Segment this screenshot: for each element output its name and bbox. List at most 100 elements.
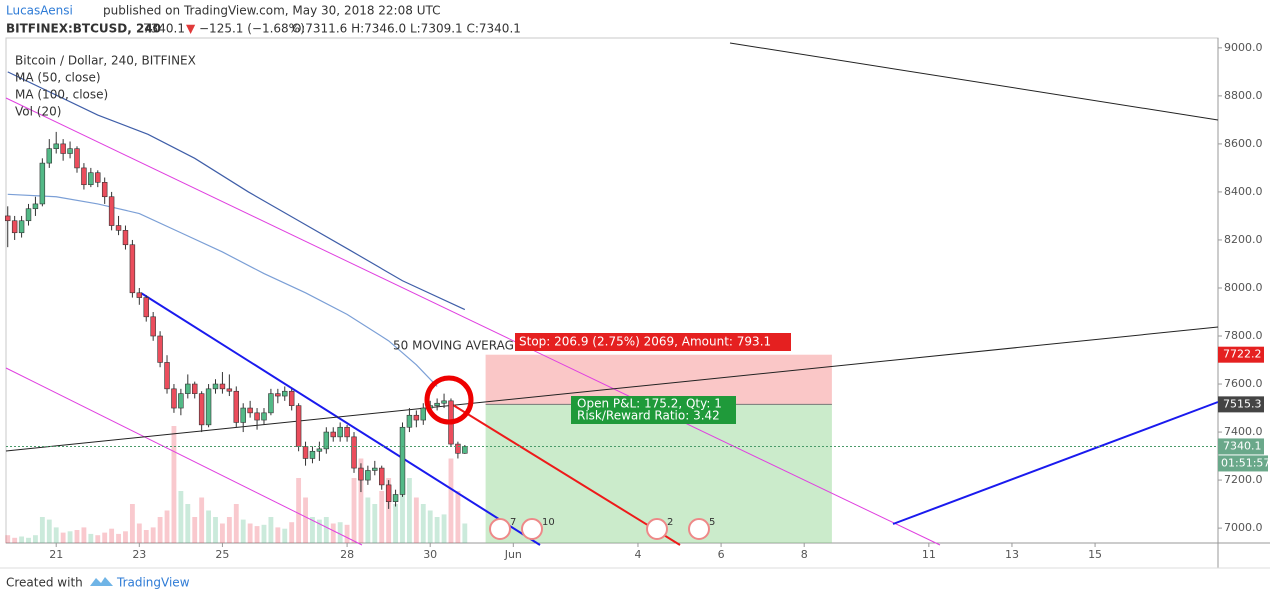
trend-line — [452, 404, 681, 546]
volume-bar — [46, 519, 52, 543]
candle-body — [309, 450, 316, 459]
x-tick-label: 21 — [49, 548, 63, 561]
candle-body — [247, 407, 253, 414]
candle-body — [365, 470, 371, 481]
volume-bar — [372, 504, 378, 543]
moving-average — [7, 193, 438, 387]
volume-bar — [261, 524, 267, 543]
x-tick-label: 4 — [634, 548, 641, 561]
volume-bar — [81, 527, 87, 543]
candle-body — [351, 436, 357, 469]
volume-bar — [26, 537, 31, 543]
candle-body — [108, 196, 115, 226]
candle-body — [32, 203, 39, 210]
candle-body — [420, 407, 426, 421]
volume-bar — [303, 497, 308, 543]
candle-body — [344, 426, 350, 438]
candle-body — [441, 400, 447, 404]
volume-bar — [434, 517, 440, 543]
candle-body — [88, 172, 94, 186]
volume-bar — [386, 478, 392, 543]
volume-bar — [12, 537, 18, 543]
candle-body — [240, 407, 246, 423]
candle-body — [282, 390, 288, 397]
trend-line — [729, 42, 1219, 121]
volume-bar — [351, 478, 357, 543]
candle-body — [219, 383, 226, 390]
candle-body — [316, 448, 323, 452]
candle-body — [288, 390, 295, 406]
volume-bar — [199, 497, 205, 543]
volume-bar — [427, 510, 433, 543]
stop-label: Stop: 206.9 (2.75%) 2069, Amount: 793.1 — [519, 335, 771, 349]
trend-line — [892, 401, 1219, 525]
candle-body — [399, 426, 406, 495]
author[interactable]: LucasAensi — [6, 4, 73, 18]
volume-bar — [33, 535, 38, 543]
candle-body — [11, 220, 18, 234]
candle-body — [455, 443, 461, 454]
stop-price-bg — [1218, 346, 1264, 363]
candle-body — [198, 393, 205, 426]
candle-body — [115, 225, 122, 231]
volume-bar — [74, 530, 80, 543]
candle-body — [254, 412, 260, 421]
indicator-label: Vol (20) — [15, 105, 61, 119]
volume-bar — [365, 497, 371, 543]
volume-bar — [157, 517, 163, 543]
trend-line — [140, 292, 541, 546]
volume-bar — [247, 523, 253, 543]
x-tick-label: 25 — [215, 548, 229, 561]
candle-body — [295, 405, 302, 447]
candle-body — [129, 244, 136, 294]
candle-body — [95, 172, 101, 183]
event-badge — [489, 518, 511, 540]
candle-body — [18, 220, 25, 234]
y-tick-label: 8600.0 — [1224, 137, 1263, 150]
volume-bar — [123, 531, 128, 543]
footer-brand[interactable]: TradingView — [116, 576, 190, 590]
candle-body — [74, 148, 80, 169]
volume-bar — [393, 504, 398, 543]
last-price-bg — [1218, 438, 1264, 455]
volume-bar — [448, 458, 454, 543]
volume-bar — [379, 491, 385, 543]
candle-body — [233, 390, 240, 423]
stop-price: 7722.2 — [1223, 348, 1262, 361]
y-tick-label: 8400.0 — [1224, 185, 1263, 198]
change-arrow: ▼ — [186, 22, 196, 36]
pnl-label: Open P&L: 175.2, Qty: 1 — [577, 397, 722, 411]
event-badge — [688, 518, 710, 540]
volume-bar — [171, 426, 177, 543]
volume-bar — [413, 497, 419, 543]
ohlc: O:7311.6 H:7346.0 L:7309.1 C:7340.1 — [292, 22, 521, 36]
x-tick-label: 11 — [922, 548, 936, 561]
candle-body — [378, 467, 385, 486]
volume-bar — [344, 524, 350, 543]
candle-body — [122, 230, 129, 246]
volume-bar — [406, 478, 412, 543]
trend-line — [5, 367, 363, 546]
volume-bar — [420, 504, 426, 543]
volume-bar — [233, 504, 239, 543]
volume-bar — [150, 527, 156, 543]
volume-bar — [185, 504, 191, 543]
candle-body — [212, 383, 219, 390]
countdown: 01:51:57 — [1221, 456, 1270, 469]
y-tick-label: 7600.0 — [1224, 377, 1263, 390]
event-badge — [521, 518, 543, 540]
volume-bar — [254, 526, 260, 543]
x-tick-label: 6 — [718, 548, 725, 561]
chart-title: Bitcoin / Dollar, 240, BITFINEX — [15, 54, 196, 68]
candle-body — [46, 148, 53, 164]
candle-body — [205, 388, 212, 426]
entry-price: 7515.3 — [1223, 397, 1262, 410]
volume-bar — [220, 523, 225, 543]
volume-bar — [143, 530, 149, 543]
volume-bar — [109, 528, 115, 543]
x-tick-label: 8 — [801, 548, 808, 561]
candle-body — [164, 362, 170, 390]
event-count: 10 — [542, 517, 555, 528]
volume-bar — [268, 517, 274, 543]
